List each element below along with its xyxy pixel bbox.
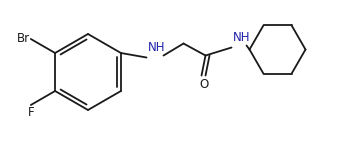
Text: O: O (199, 78, 208, 90)
Text: NH: NH (147, 41, 165, 54)
Text: F: F (28, 106, 34, 119)
Text: NH: NH (233, 31, 250, 43)
Text: Br: Br (17, 33, 30, 45)
